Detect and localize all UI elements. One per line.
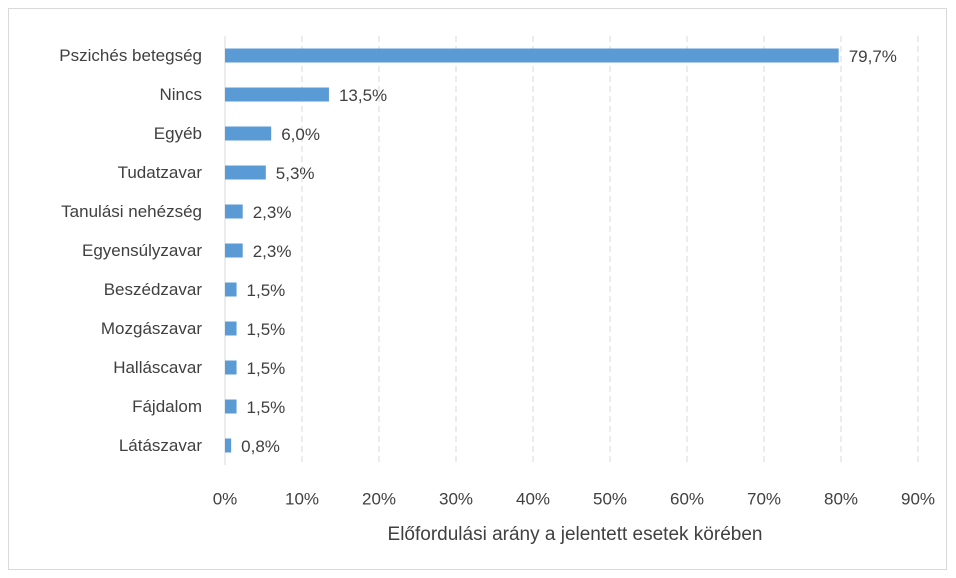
bar (225, 360, 237, 375)
y-tick-label: Pszichés betegség (59, 46, 202, 65)
value-label: 1,5% (247, 320, 286, 339)
bar (225, 243, 243, 258)
bar (225, 399, 237, 414)
y-tick-label: Látászavar (119, 436, 202, 455)
value-label: 79,7% (849, 47, 897, 66)
x-tick-label: 60% (670, 489, 704, 508)
x-axis-title: Előfordulási arány a jelentett esetek kö… (388, 524, 763, 545)
value-label: 1,5% (247, 359, 286, 378)
value-label: 1,5% (247, 281, 286, 300)
y-tick-label: Beszédzavar (104, 280, 203, 299)
bar (225, 282, 237, 297)
bar (225, 48, 839, 63)
y-tick-label: Fájdalom (132, 397, 202, 416)
bar (225, 126, 272, 141)
y-tick-label: Halláscavar (113, 358, 202, 377)
value-label: 0,8% (241, 437, 280, 456)
y-tick-label: Tanulási nehézség (61, 202, 202, 221)
chart-frame (8, 8, 947, 570)
x-tick-label: 50% (593, 489, 627, 508)
y-tick-label: Tudatzavar (118, 163, 203, 182)
x-tick-label: 20% (362, 489, 396, 508)
value-label: 2,3% (253, 242, 292, 261)
bar (225, 87, 329, 102)
value-label: 1,5% (247, 398, 286, 417)
x-tick-label: 0% (213, 489, 238, 508)
y-tick-label: Egyéb (154, 124, 202, 143)
value-label: 13,5% (339, 86, 387, 105)
value-label: 6,0% (281, 125, 320, 144)
bar (225, 321, 237, 336)
x-tick-label: 90% (901, 489, 935, 508)
bar (225, 438, 232, 453)
bar (225, 204, 243, 219)
y-tick-label: Nincs (159, 85, 202, 104)
x-tick-label: 10% (285, 489, 319, 508)
value-label: 2,3% (253, 203, 292, 222)
y-tick-label: Egyensúlyzavar (82, 241, 202, 260)
x-tick-label: 40% (516, 489, 550, 508)
value-label: 5,3% (276, 164, 315, 183)
x-tick-label: 70% (747, 489, 781, 508)
y-tick-label: Mozgászavar (101, 319, 202, 338)
x-tick-label: 30% (439, 489, 473, 508)
bar (225, 165, 266, 180)
x-tick-label: 80% (824, 489, 858, 508)
